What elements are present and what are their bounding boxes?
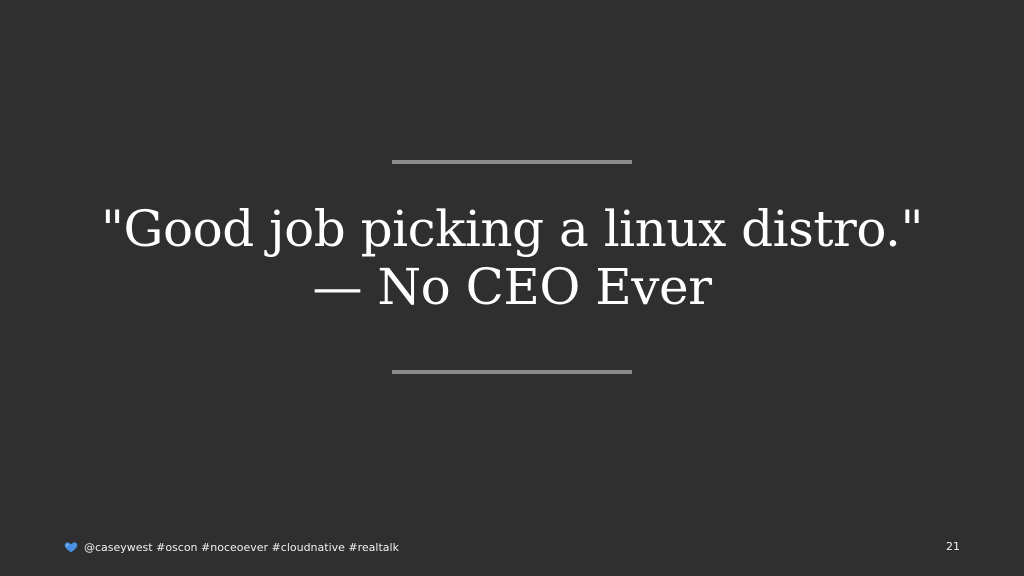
top-divider — [392, 160, 632, 164]
blue-heart-icon — [64, 540, 78, 554]
quote-text: "Good job picking a linux distro." — [101, 200, 923, 258]
footer: @caseywest #oscon #noceoever #cloudnativ… — [64, 540, 399, 554]
quote-block: "Good job picking a linux distro." — No … — [0, 200, 1024, 316]
footer-hashtags: @caseywest #oscon #noceoever #cloudnativ… — [84, 540, 399, 554]
page-number: 21 — [946, 540, 960, 553]
bottom-divider — [392, 370, 632, 374]
quote-attribution: — No CEO Ever — [312, 258, 712, 316]
